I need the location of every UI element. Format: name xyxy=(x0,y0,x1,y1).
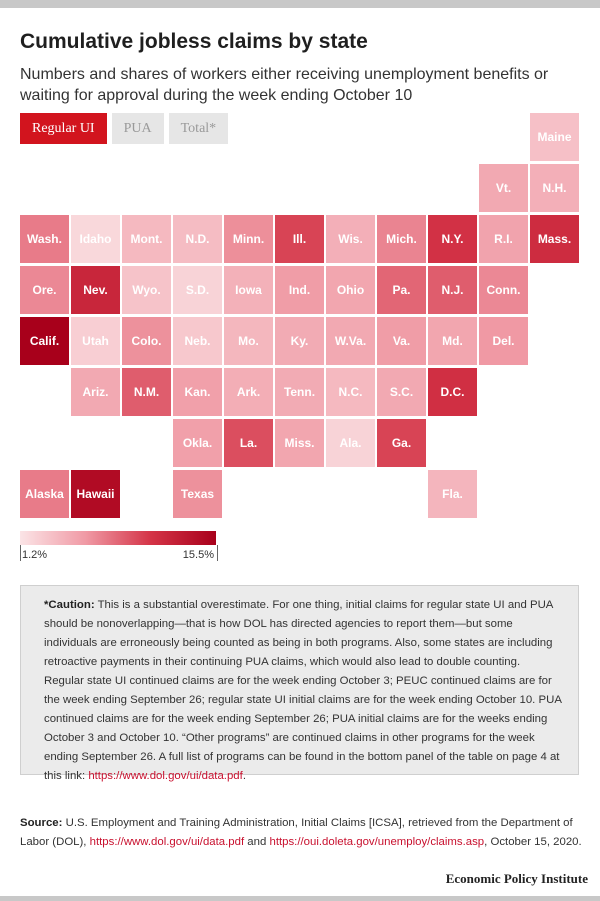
state-tile-md[interactable]: Md. xyxy=(428,317,477,365)
source-text-3: , October 15, 2020. xyxy=(484,836,582,848)
state-tile-mich[interactable]: Mich. xyxy=(377,215,426,263)
state-tile-ny[interactable]: N.Y. xyxy=(428,215,477,263)
state-tile-nm[interactable]: N.M. xyxy=(122,368,171,416)
top-border xyxy=(0,0,600,8)
state-tile-kan[interactable]: Kan. xyxy=(173,368,222,416)
state-tile-ark[interactable]: Ark. xyxy=(224,368,273,416)
state-tile-del[interactable]: Del. xyxy=(479,317,528,365)
caution-note: *Caution: This is a substantial overesti… xyxy=(20,585,579,782)
state-tile-neb[interactable]: Neb. xyxy=(173,317,222,365)
caution-text: This is a substantial overestimate. For … xyxy=(44,599,562,782)
state-tile-mo[interactable]: Mo. xyxy=(224,317,273,365)
state-tile-minn[interactable]: Minn. xyxy=(224,215,273,263)
epi-logo-text: Economic Policy Institute xyxy=(445,871,588,886)
state-tile-ill[interactable]: Ill. xyxy=(275,215,324,263)
state-tile-mass[interactable]: Mass. xyxy=(530,215,579,263)
state-tile-miss[interactable]: Miss. xyxy=(275,419,324,467)
state-tile-nc[interactable]: N.C. xyxy=(326,368,375,416)
state-tile-sd[interactable]: S.D. xyxy=(173,266,222,314)
chart-subtitle: Numbers and shares of workers either rec… xyxy=(20,66,549,104)
caution-label: *Caution: xyxy=(44,599,95,611)
state-tile-vt[interactable]: Vt. xyxy=(479,164,528,212)
source-label: Source: xyxy=(20,817,63,829)
state-tile-ga[interactable]: Ga. xyxy=(377,419,426,467)
chart-title: Cumulative jobless claims by state xyxy=(20,30,368,53)
legend-color-scale xyxy=(20,531,216,545)
bottom-border xyxy=(0,896,600,901)
state-tile-wyo[interactable]: Wyo. xyxy=(122,266,171,314)
source-note: Source: U.S. Employment and Training Adm… xyxy=(20,814,585,852)
tab-pua[interactable]: PUA xyxy=(111,113,164,144)
caution-link[interactable]: https://www.dol.gov/ui/data.pdf xyxy=(88,770,243,782)
program-tabs: Regular UI PUA Total* xyxy=(20,113,233,144)
state-tile-ore[interactable]: Ore. xyxy=(20,266,69,314)
state-tile-ind[interactable]: Ind. xyxy=(275,266,324,314)
tab-regular-ui[interactable]: Regular UI xyxy=(20,113,107,144)
legend-axis xyxy=(20,545,218,561)
state-tile-nd[interactable]: N.D. xyxy=(173,215,222,263)
tab-total[interactable]: Total* xyxy=(168,113,229,144)
state-tile-ri[interactable]: R.I. xyxy=(479,215,528,263)
state-tile-pa[interactable]: Pa. xyxy=(377,266,426,314)
source-link-doleta[interactable]: https://oui.doleta.gov/unemploy/claims.a… xyxy=(269,836,485,848)
state-tile-wis[interactable]: Wis. xyxy=(326,215,375,263)
legend-max-label: 15.5% xyxy=(182,549,214,561)
state-tile-iowa[interactable]: Iowa xyxy=(224,266,273,314)
caution-end: . xyxy=(242,770,246,782)
state-tile-maine[interactable]: Maine xyxy=(530,113,579,161)
state-tile-colo[interactable]: Colo. xyxy=(122,317,171,365)
state-tile-wva[interactable]: W.Va. xyxy=(326,317,375,365)
state-tile-wash[interactable]: Wash. xyxy=(20,215,69,263)
state-tile-idaho[interactable]: Idaho xyxy=(71,215,120,263)
state-tile-ky[interactable]: Ky. xyxy=(275,317,324,365)
state-tile-ala[interactable]: Ala. xyxy=(326,419,375,467)
state-tile-nh[interactable]: N.H. xyxy=(530,164,579,212)
state-tile-ohio[interactable]: Ohio xyxy=(326,266,375,314)
state-tile-alaska[interactable]: Alaska xyxy=(20,470,69,518)
state-tile-okla[interactable]: Okla. xyxy=(173,419,222,467)
state-tile-calif[interactable]: Calif. xyxy=(20,317,69,365)
state-tile-tenn[interactable]: Tenn. xyxy=(275,368,324,416)
state-tile-la[interactable]: La. xyxy=(224,419,273,467)
state-tile-nev[interactable]: Nev. xyxy=(71,266,120,314)
state-tile-texas[interactable]: Texas xyxy=(173,470,222,518)
state-tile-dc[interactable]: D.C. xyxy=(428,368,477,416)
state-tile-sc[interactable]: S.C. xyxy=(377,368,426,416)
state-tile-nj[interactable]: N.J. xyxy=(428,266,477,314)
state-tile-ariz[interactable]: Ariz. xyxy=(71,368,120,416)
state-tile-mont[interactable]: Mont. xyxy=(122,215,171,263)
state-tile-hawaii[interactable]: Hawaii xyxy=(71,470,120,518)
state-tile-utah[interactable]: Utah xyxy=(71,317,120,365)
legend-min-label: 1.2% xyxy=(22,549,48,561)
state-tile-conn[interactable]: Conn. xyxy=(479,266,528,314)
state-tile-fla[interactable]: Fla. xyxy=(428,470,477,518)
source-text-1: U.S. Employment and Training Administrat… xyxy=(20,817,573,848)
source-link-dol[interactable]: https://www.dol.gov/ui/data.pdf xyxy=(89,836,245,848)
source-text-2: and xyxy=(244,836,270,848)
state-tile-va[interactable]: Va. xyxy=(377,317,426,365)
